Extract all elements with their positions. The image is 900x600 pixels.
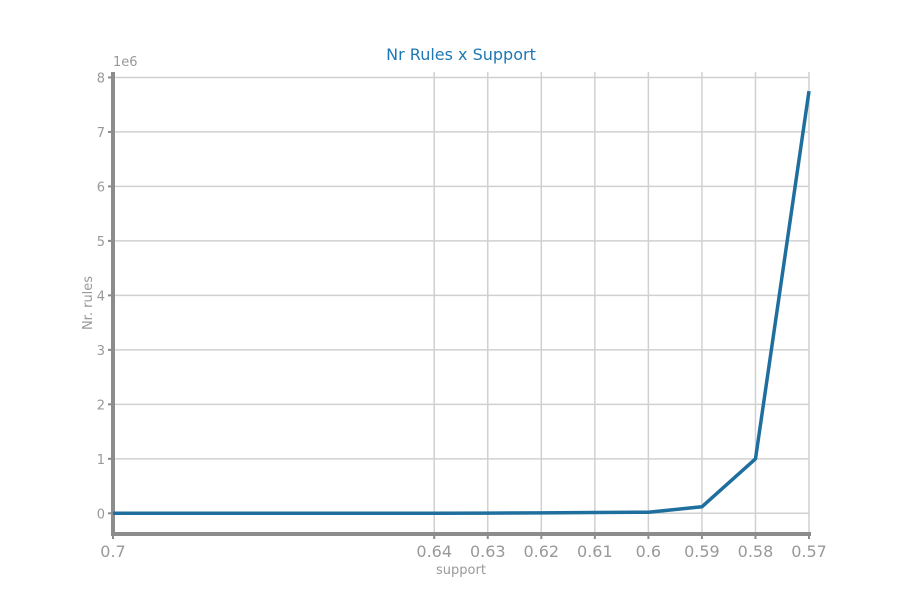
y-tick-label: 3 — [97, 344, 105, 359]
x-axis-label: support — [436, 563, 486, 578]
axes — [111, 72, 811, 536]
series-line — [112, 90, 811, 516]
x-tick-label: 0.6 — [636, 542, 661, 561]
x-tick-label: 0.61 — [577, 542, 613, 561]
y-tick-label: 2 — [97, 398, 105, 413]
y-ticks: 0 1 2 3 4 5 6 7 8 — [97, 71, 113, 522]
x-tick-label: 0.63 — [470, 542, 506, 561]
y-tick-label: 6 — [97, 180, 105, 195]
y-axis-label: Nr. rules — [81, 276, 96, 330]
x-tick-label: 0.57 — [791, 542, 827, 561]
x-tick-label: 0.7 — [100, 542, 125, 561]
series-group — [112, 90, 811, 516]
x-tick-label: 0.59 — [684, 542, 720, 561]
x-ticks: 0.7 0.64 0.63 0.62 0.61 0.6 0.59 0.58 0.57 — [100, 534, 827, 561]
x-tick-label: 0.58 — [738, 542, 774, 561]
y-tick-label: 0 — [97, 507, 105, 522]
y-tick-label: 7 — [97, 126, 105, 141]
y-tick-label: 1 — [97, 453, 105, 468]
chart-title: Nr Rules x Support — [386, 45, 536, 64]
x-tick-label: 0.64 — [416, 542, 452, 561]
y-offset-label: 1e6 — [113, 55, 138, 70]
y-tick-label: 4 — [97, 289, 105, 304]
y-tick-label: 8 — [97, 71, 105, 86]
y-tick-label: 5 — [97, 235, 105, 250]
grid — [113, 72, 810, 534]
x-tick-label: 0.62 — [523, 542, 559, 561]
